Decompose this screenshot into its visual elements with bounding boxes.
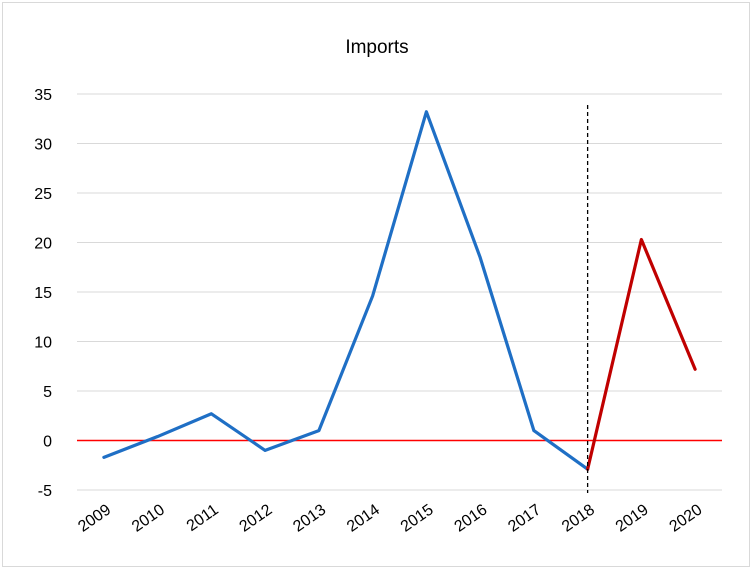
series-line — [102, 110, 590, 471]
x-tick-label: 2011 — [184, 501, 222, 535]
y-tick-label: 20 — [34, 236, 52, 253]
x-tick-label: 2010 — [129, 501, 168, 535]
series-lines — [102, 110, 697, 471]
x-tick-label: 2012 — [237, 501, 276, 535]
x-tick-label: 2019 — [613, 501, 652, 535]
y-tick-label: 25 — [34, 186, 52, 203]
x-tick-label: 2009 — [75, 501, 114, 535]
y-tick-label: 30 — [34, 137, 52, 154]
x-tick-label: 2015 — [398, 501, 437, 535]
x-tick-label: 2018 — [559, 501, 598, 535]
series-line — [586, 237, 697, 471]
y-tick-label: 10 — [34, 335, 52, 352]
y-tick-label: 15 — [34, 285, 52, 302]
y-tick-label: 35 — [34, 87, 52, 104]
x-tick-label: 2014 — [344, 501, 383, 535]
y-tick-label: 5 — [43, 384, 52, 401]
y-tick-label: -5 — [38, 483, 52, 500]
gridlines — [77, 93, 722, 491]
chart-title: Imports — [345, 37, 408, 58]
x-tick-label: 2020 — [667, 501, 706, 535]
x-tick-label: 2013 — [290, 501, 329, 535]
x-tick-label: 2017 — [505, 501, 544, 535]
x-tick-label: 2016 — [452, 501, 491, 535]
x-axis-ticks: 2009 2010 2011 2012 2013 2014 2015 2016 2017 2018… — [75, 501, 705, 535]
y-axis-ticks: -5 0 5 10 15 20 25 30 35 — [34, 87, 52, 500]
y-tick-label: 0 — [43, 434, 52, 451]
